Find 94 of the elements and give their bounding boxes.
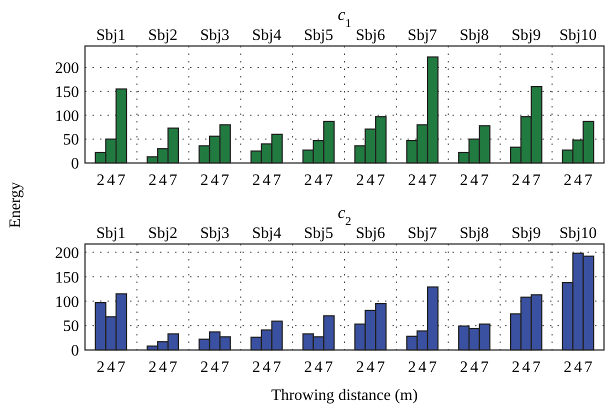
- x-tick-label: 7: [221, 359, 230, 376]
- text: Sbj1: [96, 225, 126, 242]
- x-tick-label: 2: [200, 172, 208, 189]
- x-tick-label: 2: [148, 359, 156, 376]
- text: Sbj10: [559, 27, 597, 44]
- text: Sbj7: [408, 27, 438, 44]
- text: Sbj9: [511, 27, 541, 44]
- x-tick-label: 2: [200, 359, 208, 376]
- x-tick-label: 2: [512, 172, 520, 189]
- x-tick-label: 2: [356, 359, 364, 376]
- y-tick-label: 200: [55, 60, 79, 78]
- y-tick-label: 0: [71, 156, 79, 173]
- x-tick-label: 2: [252, 172, 260, 189]
- x-tick-label: 2: [96, 359, 105, 376]
- y-tick-label: 50: [63, 318, 79, 336]
- x-tick-label: 4: [158, 359, 167, 376]
- x-tick-label: 4: [262, 359, 271, 376]
- y-tick-label: 150: [55, 269, 79, 286]
- x-axis-title: Throwing distance (m): [271, 387, 418, 404]
- x-tick-label: 7: [480, 359, 489, 376]
- text: Sbj6: [356, 225, 386, 242]
- x-tick-label: 2: [304, 359, 312, 376]
- x-tick-label: 4: [262, 172, 271, 189]
- x-tick-label: 2: [512, 359, 520, 376]
- text: Sbj8: [460, 225, 489, 242]
- x-tick-label: 2: [408, 359, 416, 376]
- x-tick-label: 4: [418, 359, 426, 376]
- y-tick-label: 100: [55, 294, 79, 311]
- x-tick-label: 7: [376, 359, 385, 376]
- x-tick-label: 7: [584, 172, 592, 189]
- x-tick-label: 4: [106, 172, 115, 189]
- text: Sbj10: [559, 225, 597, 242]
- text: Sbj6: [356, 27, 386, 44]
- text: Sbj3: [200, 225, 230, 242]
- x-tick-label: 7: [221, 172, 230, 189]
- x-tick-label: 4: [522, 172, 530, 189]
- x-tick-label: 2: [304, 172, 312, 189]
- y-tick-label: 0: [71, 342, 79, 360]
- x-tick-label: 2: [460, 172, 468, 189]
- x-tick-label: 7: [480, 172, 489, 189]
- y-axis-title: Energy: [7, 182, 24, 228]
- x-tick-label: 7: [117, 172, 126, 189]
- x-tick-label: 7: [273, 359, 282, 376]
- text: Sbj7: [408, 225, 438, 242]
- chart-title: c$_{1}$: [338, 5, 352, 30]
- x-tick-label: 4: [418, 172, 426, 189]
- x-tick-label: 4: [314, 172, 323, 189]
- text: Sbj1: [96, 27, 126, 44]
- x-tick-label: 4: [158, 172, 167, 189]
- x-tick-label: 2: [356, 172, 364, 189]
- x-tick-label: 4: [210, 172, 219, 189]
- y-tick-label: 200: [55, 244, 79, 262]
- y-tick-label: 50: [63, 132, 79, 149]
- x-tick-label: 4: [470, 359, 478, 376]
- x-tick-label: 7: [428, 359, 437, 376]
- x-tick-label: 2: [564, 359, 572, 376]
- x-tick-label: 7: [169, 359, 178, 376]
- y-tick-label: 100: [55, 108, 79, 125]
- x-tick-label: 7: [324, 359, 333, 376]
- x-tick-label: 4: [366, 172, 374, 189]
- text: Sbj4: [252, 27, 282, 44]
- x-tick-label: 2: [408, 172, 416, 189]
- x-tick-label: 7: [532, 359, 541, 376]
- x-tick-label: 7: [273, 172, 282, 189]
- x-tick-label: 2: [564, 172, 572, 189]
- x-tick-label: 7: [117, 359, 126, 376]
- x-tick-label: 4: [470, 172, 478, 189]
- x-tick-label: 7: [324, 172, 333, 189]
- text: Sbj5: [304, 225, 334, 242]
- x-tick-label: 4: [522, 359, 530, 376]
- x-tick-label: 2: [96, 172, 105, 189]
- x-tick-label: 7: [169, 172, 178, 189]
- x-tick-label: 7: [428, 172, 437, 189]
- text: Sbj5: [304, 27, 334, 44]
- chart-title: c$_{2}$: [338, 203, 352, 228]
- x-tick-label: 2: [460, 359, 468, 376]
- x-tick-label: 4: [574, 172, 582, 189]
- x-tick-label: 4: [210, 359, 219, 376]
- text: Sbj4: [252, 225, 282, 242]
- x-tick-label: 4: [574, 359, 582, 376]
- text: Sbj3: [200, 27, 230, 44]
- x-tick-label: 2: [148, 172, 156, 189]
- x-tick-label: 7: [376, 172, 385, 189]
- text: Sbj8: [460, 27, 489, 44]
- x-tick-label: 4: [366, 359, 374, 376]
- text: Sbj2: [148, 225, 178, 242]
- x-tick-label: 4: [314, 359, 323, 376]
- x-tick-label: 2: [252, 359, 260, 376]
- x-tick-label: 7: [584, 359, 592, 376]
- x-tick-label: 4: [106, 359, 115, 376]
- text: Sbj9: [511, 225, 541, 242]
- x-tick-label: 7: [532, 172, 541, 189]
- y-tick-label: 150: [55, 84, 79, 101]
- text: Sbj2: [148, 27, 178, 44]
